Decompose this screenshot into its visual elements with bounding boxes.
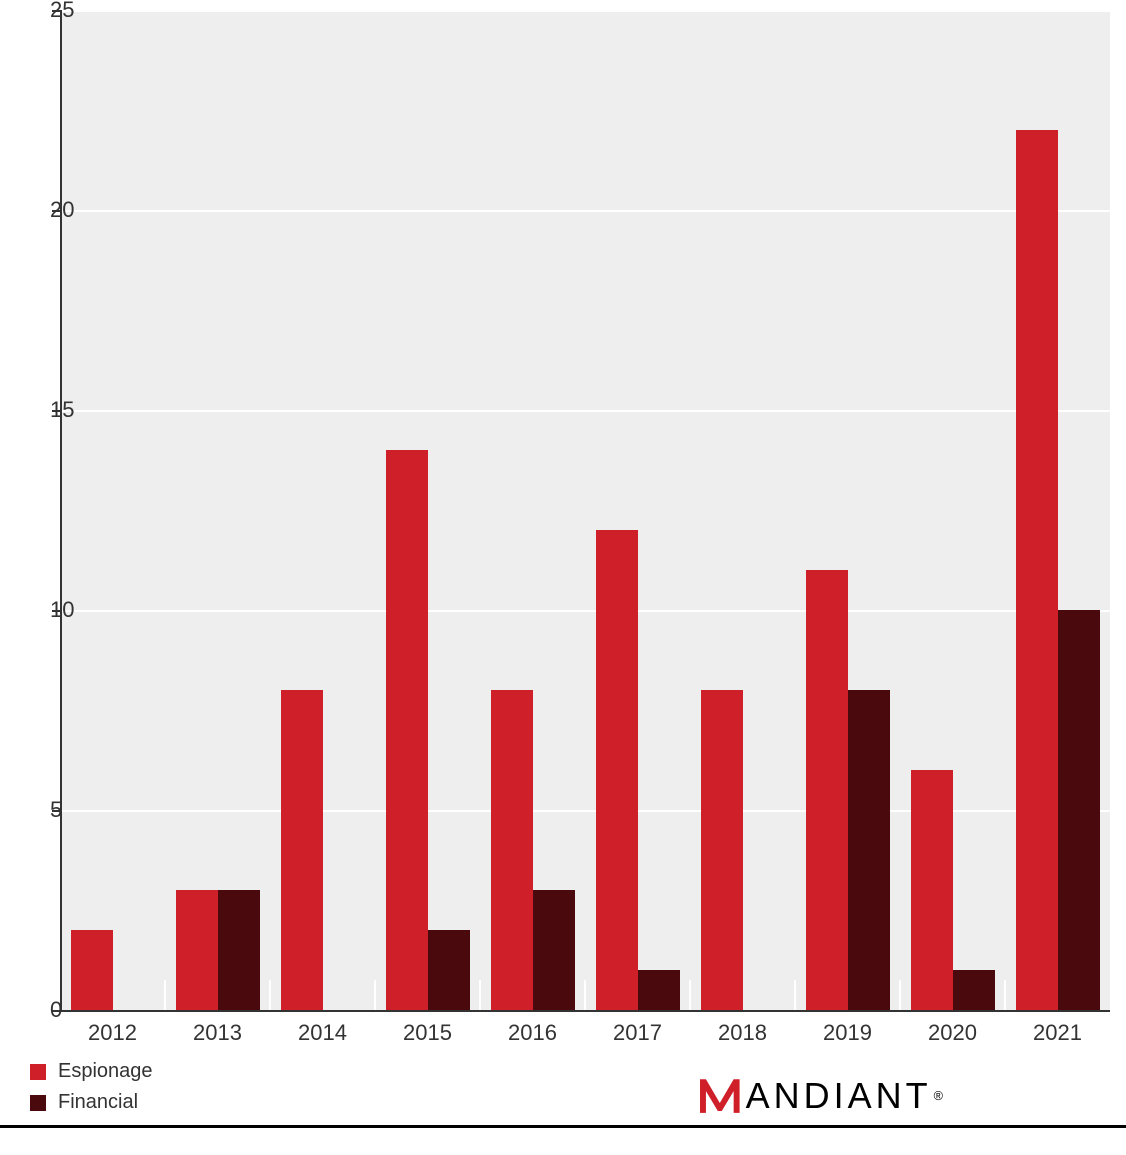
category-separator <box>164 980 166 1010</box>
legend-swatch <box>30 1064 46 1080</box>
x-tick-label: 2013 <box>193 1020 242 1046</box>
bar-financial <box>638 970 680 1010</box>
bar-espionage <box>491 690 533 1010</box>
category-separator <box>374 980 376 1010</box>
bar-financial <box>953 970 995 1010</box>
bar-espionage <box>176 890 218 1010</box>
gridline <box>60 210 1110 212</box>
bar-espionage <box>71 930 113 1010</box>
x-tick-label: 2017 <box>613 1020 662 1046</box>
category-separator <box>689 980 691 1010</box>
category-separator <box>479 980 481 1010</box>
bar-espionage <box>386 450 428 1010</box>
bar-espionage <box>596 530 638 1010</box>
x-axis <box>60 1010 1110 1012</box>
bar-financial <box>218 890 260 1010</box>
y-axis <box>60 10 62 1010</box>
x-tick-label: 2021 <box>1033 1020 1082 1046</box>
bottom-rule <box>0 1125 1126 1128</box>
bar-espionage <box>911 770 953 1010</box>
legend-label: Espionage <box>58 1060 153 1083</box>
brand-m-icon <box>700 1079 740 1113</box>
x-tick-label: 2012 <box>88 1020 137 1046</box>
category-separator <box>899 980 901 1010</box>
bar-financial <box>848 690 890 1010</box>
x-tick-label: 2016 <box>508 1020 557 1046</box>
registered-mark: ® <box>934 1089 947 1103</box>
category-separator <box>794 980 796 1010</box>
brand-text: ANDIANT <box>746 1075 932 1117</box>
gridline <box>60 610 1110 612</box>
bar-financial <box>533 890 575 1010</box>
legend-item: Espionage <box>30 1060 153 1083</box>
x-tick-label: 2018 <box>718 1020 767 1046</box>
legend-label: Financial <box>58 1091 138 1114</box>
legend-swatch <box>30 1095 46 1111</box>
category-separator <box>584 980 586 1010</box>
category-separator <box>1004 980 1006 1010</box>
plot-area: 0510152025201220132014201520162017201820… <box>60 10 1110 1010</box>
x-tick-label: 2019 <box>823 1020 872 1046</box>
gridline <box>60 410 1110 412</box>
bar-financial <box>428 930 470 1010</box>
bar-financial <box>1058 610 1100 1010</box>
x-tick-label: 2014 <box>298 1020 347 1046</box>
legend-item: Financial <box>30 1091 153 1114</box>
category-separator <box>269 980 271 1010</box>
chart-container: 0510152025201220132014201520162017201820… <box>0 0 1126 1155</box>
legend: Espionage Financial <box>30 1060 153 1122</box>
x-tick-label: 2015 <box>403 1020 452 1046</box>
gridline <box>60 10 1110 12</box>
bar-espionage <box>701 690 743 1010</box>
bar-espionage <box>281 690 323 1010</box>
plot-background <box>60 10 1110 1010</box>
x-tick-label: 2020 <box>928 1020 977 1046</box>
gridline <box>60 810 1110 812</box>
bar-espionage <box>1016 130 1058 1010</box>
bar-espionage <box>806 570 848 1010</box>
brand-logo: ANDIANT® <box>700 1075 947 1117</box>
